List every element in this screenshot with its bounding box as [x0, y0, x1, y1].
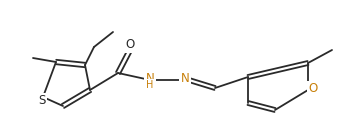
- Text: O: O: [308, 83, 318, 95]
- Text: H: H: [146, 80, 154, 90]
- Text: N: N: [180, 72, 189, 84]
- Text: O: O: [125, 39, 135, 51]
- Text: N: N: [146, 72, 155, 84]
- Text: S: S: [38, 94, 46, 108]
